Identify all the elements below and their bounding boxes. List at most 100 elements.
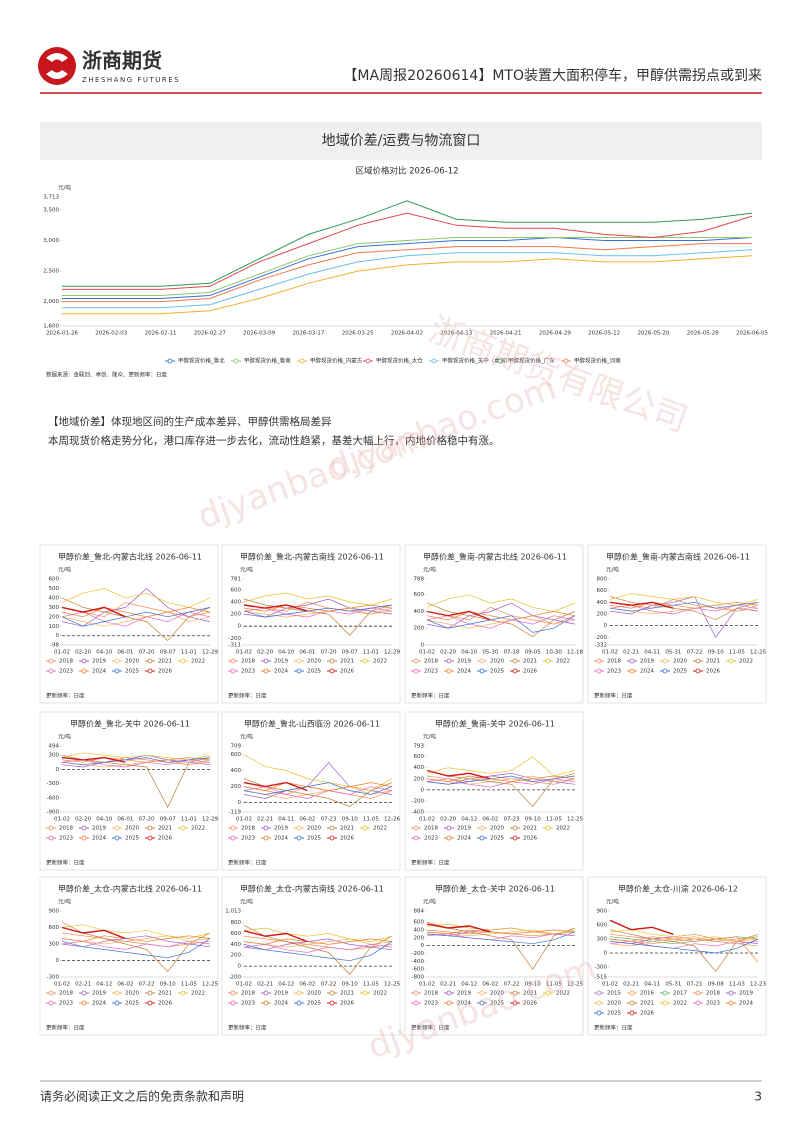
x-tick-label: 02-21: [75, 982, 91, 988]
x-tick-label: 02-21: [623, 982, 639, 988]
legend-dot: [431, 358, 437, 364]
legend-label: 2023: [424, 669, 438, 675]
series-line: [243, 938, 393, 945]
series-line: [243, 938, 393, 951]
series-line: [426, 606, 576, 625]
legend-label: 2019: [274, 659, 288, 665]
brand-en: ZHESHANG FUTURES: [82, 76, 180, 84]
x-tick-label: 01-02: [236, 650, 252, 656]
x-tick-label: 02-21: [257, 817, 273, 823]
x-tick-label: 02-21: [440, 982, 456, 988]
x-tick-label: 02-21: [623, 650, 639, 656]
legend-dot: [114, 990, 120, 996]
legend-dot: [263, 658, 269, 664]
series-line: [61, 757, 211, 766]
series-line: [426, 778, 576, 788]
legend-label: 2023: [241, 1001, 255, 1007]
series-line: [243, 778, 393, 807]
legend-label: 2019: [640, 659, 654, 665]
legend-dot: [167, 358, 173, 364]
legend-dot: [695, 1000, 701, 1006]
legend-dot: [446, 990, 452, 996]
legend-dot: [446, 835, 452, 841]
legend-dot: [563, 358, 569, 364]
legend-label: 2020: [490, 991, 504, 997]
legend-label: 2025: [490, 669, 504, 675]
series-line: [62, 200, 753, 287]
legend-label: 2026: [158, 1001, 172, 1007]
legend-dot: [296, 835, 302, 841]
legend-label: 2025: [490, 1001, 504, 1007]
series-line: [609, 599, 759, 612]
legend-label: 2018: [424, 991, 438, 997]
legend-dot: [512, 835, 518, 841]
y-tick-label: 3,713: [43, 195, 59, 201]
legend-dot: [362, 658, 368, 664]
chart-title: 甲醇价差_鲁南-内蒙古北线 2026-06-11: [423, 552, 567, 562]
y-tick-label: -311: [229, 643, 241, 649]
y-tick-label: 800: [231, 920, 242, 926]
legend-dot: [180, 825, 186, 831]
series-line: [426, 602, 576, 629]
series-line: [243, 604, 308, 612]
legend-dot: [147, 668, 153, 674]
series-line: [61, 935, 211, 948]
chart-title: 甲醇价差_太仓-内蒙古北线 2026-06-11: [58, 884, 202, 894]
brand: 浙商期货: [82, 49, 162, 73]
series-line: [609, 929, 759, 942]
series-line: [62, 236, 753, 299]
x-tick-label: 2026-02-27: [194, 331, 226, 337]
legend-label: 2021: [158, 991, 172, 997]
legend-dot: [296, 990, 302, 996]
chart-title: 甲醇价差_太仓-川渝 2026-06-12: [618, 884, 738, 894]
series-line: [61, 924, 211, 939]
legend-label: 2018: [59, 659, 73, 665]
legend-dot: [230, 1000, 236, 1006]
series-line: [609, 929, 759, 973]
series-line: [61, 756, 126, 763]
legend-label: 2025: [607, 1011, 621, 1017]
x-tick-label: 02-20: [75, 650, 91, 656]
x-tick-label: 06-02: [482, 817, 498, 823]
y-tick-label: 600: [231, 587, 242, 593]
series-line: [61, 938, 211, 959]
legend-dot: [413, 825, 419, 831]
legend-dot: [81, 835, 87, 841]
x-tick-label: 11-01: [181, 650, 197, 656]
series-line: [426, 775, 576, 785]
legend-label: 2022: [556, 659, 570, 665]
y-tick-label: -400: [412, 810, 425, 816]
y-tick-label: -515: [595, 975, 608, 981]
y-tick-label: 1,013: [225, 909, 241, 915]
series-line: [243, 782, 393, 795]
y-tick-label: 100: [49, 624, 60, 630]
x-tick-label: 06-02: [117, 982, 133, 988]
y-tick-label: 400: [597, 600, 608, 606]
legend-label: 2021: [640, 1001, 654, 1007]
legend-label: 2021: [340, 991, 354, 997]
legend-dot: [596, 658, 602, 664]
legend-dot: [147, 835, 153, 841]
series-line: [426, 931, 576, 945]
legend-dot: [296, 658, 302, 664]
x-tick-label: 2026-04-02: [391, 331, 423, 337]
x-tick-label: 04-12: [461, 817, 477, 823]
legend-label: 2020: [607, 1001, 621, 1007]
x-tick-label: 11-03: [729, 982, 745, 988]
series-line: [61, 759, 211, 768]
x-tick-label: 09-07: [160, 817, 176, 823]
x-tick-label: 01-02: [54, 817, 70, 823]
x-tick-label: 11-01: [363, 650, 379, 656]
series-line: [426, 756, 576, 777]
y-tick-label: -200: [229, 636, 242, 642]
x-tick-label: 04-10: [96, 650, 112, 656]
y-tick-label: 0: [238, 800, 242, 806]
legend-label: 2022: [673, 1001, 687, 1007]
legend-dot: [147, 658, 153, 664]
x-tick-label: 01-02: [54, 982, 70, 988]
series-line: [426, 769, 491, 780]
y-tick-label: 0: [421, 943, 425, 949]
legend-label: 2025: [125, 669, 139, 675]
y-tick-label: -600: [47, 795, 60, 801]
x-tick-label: 07-20: [321, 650, 337, 656]
